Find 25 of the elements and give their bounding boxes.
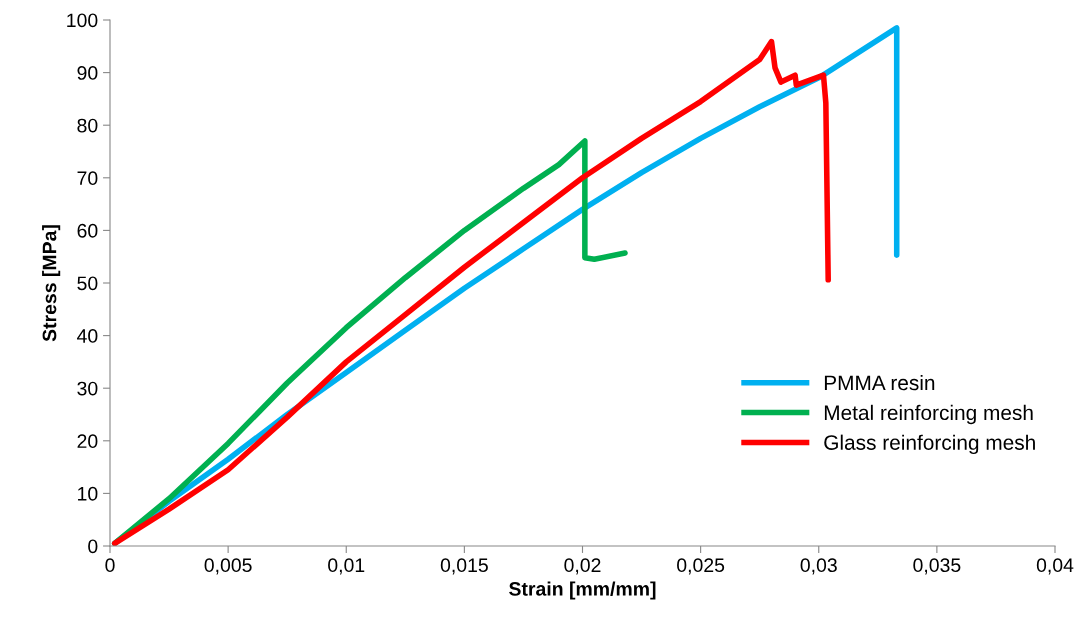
legend-label: PMMA resin	[824, 374, 935, 391]
y-tick-label: 30	[77, 381, 98, 396]
y-tick-label: 0	[88, 539, 98, 554]
y-tick-label: 20	[77, 434, 98, 449]
x-tick-label: 0,025	[677, 558, 725, 575]
y-axis-title: Stress [MPa]	[42, 225, 61, 342]
y-tick-label: 60	[77, 223, 98, 238]
x-axis-title: Strain [mm/mm]	[509, 581, 656, 600]
x-tick-label: 0,015	[440, 558, 488, 575]
y-tick-label: 70	[77, 171, 98, 186]
x-tick-label: 0,005	[204, 558, 252, 575]
y-tick-label: 40	[77, 329, 98, 343]
legend-label: Metal reinforcing mesh	[824, 404, 1033, 425]
x-tick-label: 0,035	[913, 558, 961, 575]
x-tick-label: 0,02	[564, 558, 601, 575]
x-tick-label: 0,04	[1036, 558, 1074, 575]
y-tick-label: 80	[77, 118, 98, 133]
legend-label: Glass reinforcing mesh	[824, 434, 1035, 455]
y-tick-label: 10	[78, 486, 98, 501]
x-tick-label: 0,01	[328, 558, 365, 575]
y-tick-label: 100	[67, 13, 98, 28]
x-tick-label: 0,03	[800, 558, 837, 575]
y-tick-label: 90	[77, 66, 98, 80]
y-tick-label: 50	[77, 276, 98, 291]
x-tick-label: 0	[105, 558, 115, 573]
